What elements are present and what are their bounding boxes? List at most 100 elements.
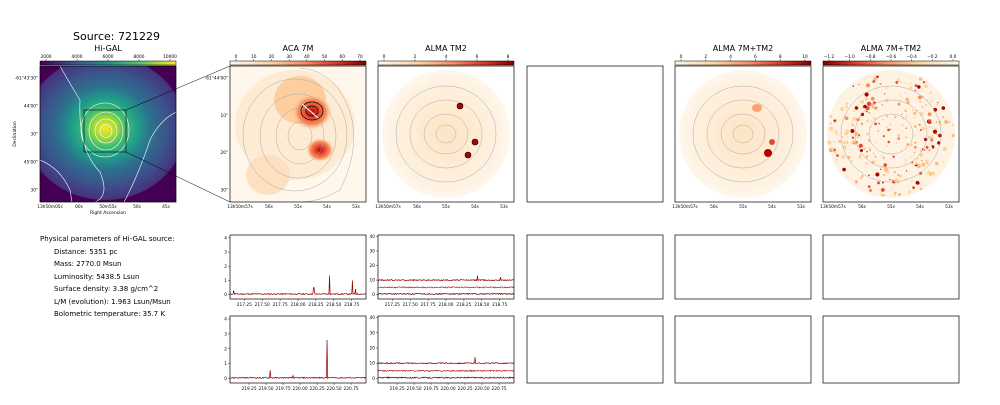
diff-speckle — [841, 155, 845, 159]
diff-speckle — [865, 110, 868, 113]
diff-speckle — [882, 135, 885, 138]
diff-speckle — [932, 129, 938, 134]
diff-speckle — [898, 193, 901, 196]
diff-speckle — [922, 81, 926, 84]
map-x-tick-label: 13h50m57s — [227, 204, 253, 210]
spectrum-series-line — [229, 339, 367, 380]
aca-peak-north — [292, 94, 332, 130]
diff-speckle — [841, 136, 844, 138]
higal-panel: Hi-GAL 2000 4000 6000 8000 10000 -61°43'30" 4… — [12, 44, 231, 216]
diff-speckle — [890, 179, 893, 181]
diff-speckle — [924, 103, 928, 107]
diff-speckle — [870, 96, 875, 101]
diff-speckle — [869, 149, 872, 152]
diff-speckle — [919, 148, 922, 151]
diff-speckle — [918, 95, 922, 100]
spectrum-x-tick-label: 218.75 — [344, 302, 359, 308]
colorbar-tick-label: 6 — [476, 54, 479, 60]
diff-speckle — [935, 161, 939, 166]
diff-speckle — [935, 132, 939, 136]
tm2-source-1 — [456, 102, 464, 110]
diff-speckle — [929, 91, 932, 95]
aca-x-ticks: 13h50m57s 56s 55s 54s 53s — [227, 204, 360, 210]
diff-speckle — [866, 150, 868, 153]
diff-speckle — [882, 181, 884, 184]
diff-speckle — [882, 119, 884, 121]
map-x-tick-label: 53s — [500, 204, 508, 210]
diff-contour-c — [868, 113, 914, 155]
colorbar-tick-label: 6 — [754, 54, 757, 60]
empty-spectrum-upper-2 — [674, 234, 812, 300]
diff-speckle — [919, 171, 923, 175]
tm2-colorbar — [377, 60, 515, 66]
diff-speckle — [893, 191, 897, 195]
diff-speckle — [898, 94, 902, 98]
diff-speckle — [833, 119, 836, 122]
spectrum-x-tick-label: 219.50 — [259, 386, 274, 392]
diff-speckle — [856, 136, 859, 139]
map-x-tick-label: 00s — [75, 204, 83, 210]
aca-contour-peak-1 — [300, 101, 324, 121]
diff-speckle — [868, 147, 871, 150]
diff-speckle — [845, 129, 850, 134]
map-x-tick-label: 13h50m05s — [37, 204, 63, 210]
diff-speckle — [844, 116, 849, 121]
diff-speckle — [864, 92, 869, 97]
diff-speckle — [911, 109, 914, 111]
spectrum-x-tick-label: 220.75 — [344, 386, 359, 392]
colorbar-tick-label: 2000 — [41, 54, 52, 60]
diff-speckle — [919, 100, 922, 103]
diff-speckle — [908, 81, 913, 86]
map-y-tick-label: 30" — [221, 188, 228, 194]
diff-speckle — [834, 130, 838, 134]
spectrum-y-tick-label: 40 — [370, 315, 376, 321]
diff-speckle — [867, 185, 871, 188]
spectrum-series-line — [377, 275, 515, 282]
diff-speckle — [887, 140, 891, 144]
diff-speckle — [881, 155, 883, 157]
combo-source-1 — [752, 104, 762, 112]
diff-speckle — [919, 153, 924, 158]
diff-speckle — [948, 121, 951, 124]
diff-speckle — [895, 142, 897, 144]
diff-speckle — [896, 78, 901, 82]
diff-speckle — [827, 140, 832, 145]
diff-speckle — [872, 158, 875, 160]
diff-speckle — [846, 141, 849, 144]
diff-speckle — [904, 158, 908, 163]
diff-speckle — [854, 131, 859, 136]
diff-speckle — [907, 190, 911, 194]
diff-speckle — [930, 99, 933, 103]
map-x-tick-label: 56s — [858, 204, 866, 210]
diff-speckle — [860, 157, 863, 160]
diff-speckle — [914, 84, 918, 87]
higal-contour-4 — [99, 124, 113, 138]
spectrum-x-tick-label: 217.50 — [255, 302, 270, 308]
higal-colorbar-ticks: 2000 4000 6000 8000 10000 — [41, 54, 177, 61]
higal-frame — [39, 65, 177, 203]
spectrum-x-tick-label: 219.25 — [390, 386, 405, 392]
diff-contour-b — [854, 99, 928, 169]
spectrum-y-tick-label: 4 — [224, 235, 227, 241]
tm2-contour-d — [435, 124, 457, 144]
spectrum-y-tick-label: 20 — [370, 345, 376, 351]
diff-speckle — [872, 152, 875, 155]
tm2-contour-b — [409, 99, 483, 169]
tm2-panel: ALMA TM2 0 2 4 6 8 13h50m57s 56s 55s 54s 53s — [375, 44, 515, 210]
diff-speckle — [912, 186, 915, 190]
diff-speckle — [905, 82, 907, 85]
diff-speckle — [922, 124, 925, 128]
higal-contour-2 — [88, 111, 124, 151]
combo-frame — [674, 65, 812, 203]
colorbar-tick-label: 4000 — [72, 54, 83, 60]
spectrum-x-tick-label: 220.00 — [441, 386, 456, 392]
diff-speckle — [927, 112, 932, 117]
zoom-connector-bottom — [125, 151, 231, 203]
map-y-tick-label: 30" — [31, 132, 38, 138]
colorbar-tick-label: 40 — [304, 54, 310, 60]
combo-contour-d — [732, 124, 754, 144]
diff-contour-a — [840, 85, 942, 183]
colorbar-tick-label: 10 — [251, 54, 257, 60]
param-distance: Distance: 5351 pc — [54, 247, 118, 256]
tm2-title: ALMA TM2 — [425, 44, 467, 53]
